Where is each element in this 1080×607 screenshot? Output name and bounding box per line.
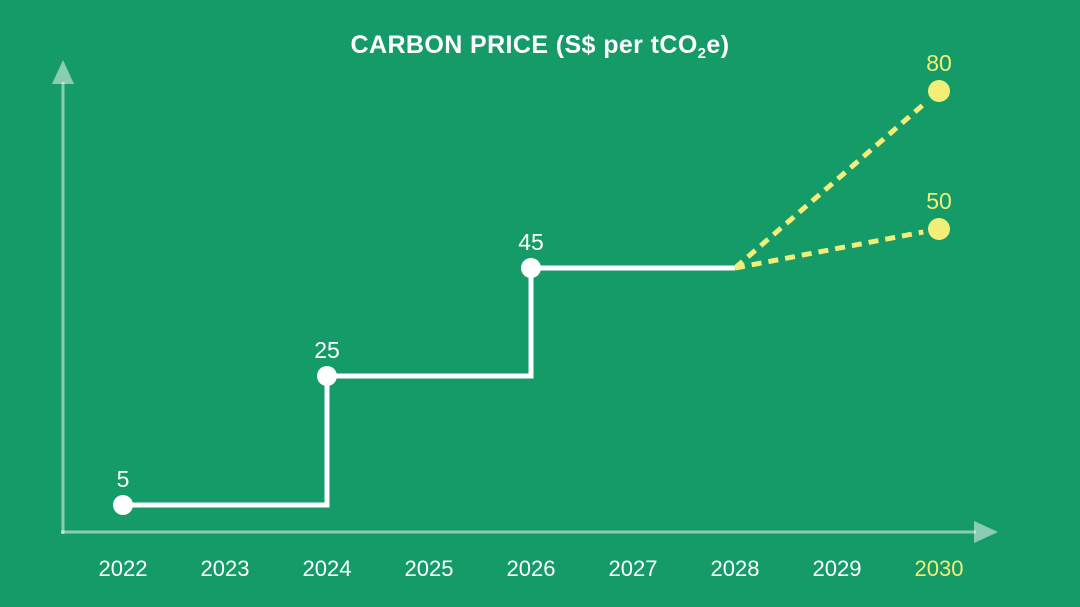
x-tick-2023: 2023 xyxy=(201,556,250,581)
data-point-2024 xyxy=(317,366,337,386)
value-label-2024: 25 xyxy=(314,337,340,363)
x-tick-2025: 2025 xyxy=(405,556,454,581)
chart-title-suffix: e) xyxy=(706,31,730,59)
chart-title-subscript: 2 xyxy=(697,45,707,62)
value-label-2026: 45 xyxy=(518,229,544,255)
x-tick-2026: 2026 xyxy=(507,556,556,581)
x-tick-2024: 2024 xyxy=(303,556,352,581)
data-point-2026 xyxy=(521,258,541,278)
value-label-2022: 5 xyxy=(117,466,130,492)
chart-title: CARBON PRICE (S$ per tCO2e) xyxy=(0,30,1080,62)
x-tick-2030: 2030 xyxy=(915,556,964,581)
y-axis-arrowhead-icon xyxy=(52,60,74,84)
x-tick-2027: 2027 xyxy=(609,556,658,581)
x-tick-2022: 2022 xyxy=(99,556,148,581)
projection-low-point xyxy=(928,218,950,240)
projection-high-point xyxy=(928,80,950,102)
chart-title-text: CARBON PRICE (S$ per tCO xyxy=(350,31,698,59)
x-tick-2029: 2029 xyxy=(813,556,862,581)
x-tick-2028: 2028 xyxy=(711,556,760,581)
projection-high-line xyxy=(733,99,929,270)
projection-high-value-label: 80 xyxy=(926,50,952,76)
step-line xyxy=(123,265,735,508)
x-axis-arrowhead-icon xyxy=(974,521,998,543)
projection-low-line xyxy=(734,229,924,271)
projection-low-value-label: 50 xyxy=(926,188,952,214)
data-point-2022 xyxy=(113,495,133,515)
